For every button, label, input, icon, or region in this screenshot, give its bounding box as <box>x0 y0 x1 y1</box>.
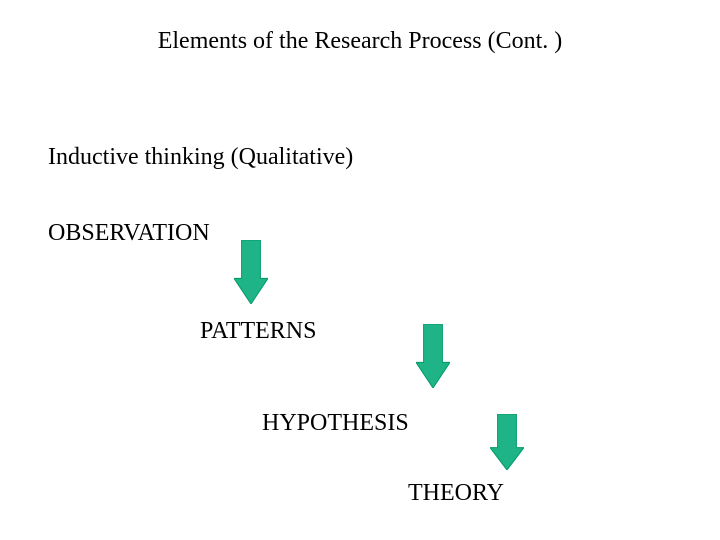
slide-title: Elements of the Research Process (Cont. … <box>0 28 720 55</box>
arrow-down-icon <box>416 324 450 388</box>
arrow-shape <box>234 240 268 304</box>
arrow-shape <box>416 324 450 388</box>
step-hypothesis: HYPOTHESIS <box>262 410 409 437</box>
arrow-down-icon <box>490 414 524 470</box>
arrow-down-icon <box>234 240 268 304</box>
step-theory: THEORY <box>408 480 504 507</box>
step-patterns: PATTERNS <box>200 318 316 345</box>
arrow-shape <box>490 414 524 470</box>
subtitle: Inductive thinking (Qualitative) <box>48 144 353 171</box>
step-observation: OBSERVATION <box>48 220 210 247</box>
